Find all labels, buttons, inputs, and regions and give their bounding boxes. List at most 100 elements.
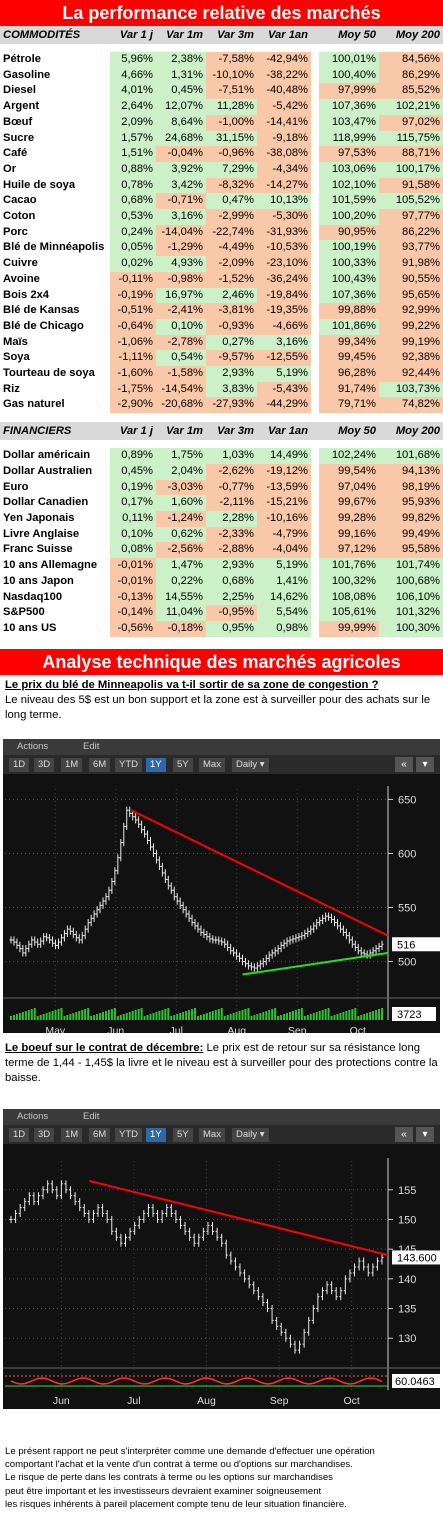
volume-bar — [75, 1011, 78, 1020]
range-button-1y[interactable]: 1Y — [146, 1127, 166, 1142]
range-button-ytd[interactable]: YTD — [115, 1127, 142, 1142]
table-cell: 0,95% — [206, 620, 257, 637]
range-button-1y[interactable]: 1Y — [146, 757, 166, 772]
cell-gap — [311, 573, 319, 590]
range-button-3d[interactable]: 3D — [34, 1127, 55, 1142]
table-row: Dollar américain 0,89% 1,75% 1,03% 14,49% 102… — [0, 448, 443, 464]
plot-background — [3, 773, 440, 1033]
table-cell: 99,67% — [319, 495, 379, 511]
menu-dropdown-icon[interactable]: ▾ — [416, 1126, 434, 1142]
cell-gap — [311, 448, 319, 464]
row-label: Dollar Australien — [0, 463, 110, 480]
range-button-5y[interactable]: 5Y — [173, 757, 193, 772]
row-label: Yen Japonais — [0, 510, 110, 527]
range-button-max[interactable]: Max — [199, 1127, 225, 1142]
range-button-6m[interactable]: 6M — [89, 1127, 111, 1142]
range-button-1d[interactable]: 1D — [9, 757, 30, 772]
range-button-6m[interactable]: 6M — [89, 757, 111, 772]
table-row: Dollar Canadien 0,17% 1,60% -2,11% -15,21% 99… — [0, 495, 443, 511]
table-cell: -0,14% — [110, 605, 156, 621]
table-cell: 2,04% — [156, 463, 206, 480]
volume-bar — [336, 1013, 339, 1020]
table-row: Blé de Chicago -0,64% 0,10% -0,93% -4,66% 101… — [0, 318, 443, 335]
table-cell: -27,93% — [206, 397, 257, 414]
volume-bar — [15, 1013, 18, 1020]
table-cell: -5,42% — [257, 99, 311, 115]
table-cell: -2,41% — [156, 303, 206, 319]
cell-gap — [311, 495, 319, 511]
cell-gap — [311, 256, 319, 272]
volume-bar — [57, 1008, 60, 1020]
spacer-row — [0, 440, 443, 449]
menu-dropdown-icon[interactable]: ▾ — [416, 756, 434, 772]
interval-dropdown[interactable]: Daily ▾ — [232, 757, 269, 772]
volume-bar — [45, 1012, 48, 1020]
volume-bar — [69, 1013, 72, 1020]
cell-gap — [311, 193, 319, 210]
volume-bar — [131, 1010, 134, 1020]
table-cell: -2,11% — [206, 495, 257, 511]
table-row: Argent 2,64% 12,07% 11,28% -5,42% 107,36% 102,… — [0, 99, 443, 115]
x-tick-label: Jul — [127, 1395, 140, 1407]
edit-menu[interactable]: Edit — [83, 1110, 100, 1122]
table-cell: 4,66% — [110, 67, 156, 84]
range-button-1m[interactable]: 1M — [61, 757, 83, 772]
collapse-button[interactable]: « — [395, 756, 413, 772]
x-tick-label: Sep — [270, 1395, 289, 1407]
range-button-3d[interactable]: 3D — [34, 757, 55, 772]
actions-menu[interactable]: Actions — [17, 1110, 49, 1122]
table-cell: 0,45% — [110, 463, 156, 480]
volume-bar — [30, 1008, 33, 1020]
collapse-button[interactable]: « — [395, 1126, 413, 1142]
y-tick-label: 600 — [398, 848, 416, 860]
table-cell: 0,10% — [156, 318, 206, 335]
table-row: Porc 0,24% -14,04% -22,74% -31,93% 90,95% 86,2… — [0, 224, 443, 241]
volume-bar — [176, 1013, 179, 1020]
range-button-ytd[interactable]: YTD — [115, 757, 142, 772]
cell-gap — [311, 209, 319, 225]
volume-bar — [182, 1011, 185, 1020]
last-price-label: 516 — [397, 939, 415, 951]
table-cell: 11,04% — [156, 605, 206, 621]
range-button-1d[interactable]: 1D — [9, 1127, 30, 1142]
indicator-label: 60.0463 — [395, 1376, 435, 1388]
range-button-5y[interactable]: 5Y — [173, 1127, 193, 1142]
volume-bar — [297, 1008, 300, 1020]
volume-bar — [63, 1015, 66, 1020]
table-cell: -9,57% — [206, 350, 257, 367]
cell-gap — [311, 397, 319, 414]
table-cell: 24,68% — [156, 130, 206, 147]
table-cell: 99,19% — [379, 334, 443, 351]
chart-menubar: Actions Edit — [3, 738, 440, 755]
table-cell: -2,09% — [206, 256, 257, 272]
cell-gap — [311, 114, 319, 131]
column-header: Var 1an — [257, 26, 311, 44]
table-cell: 0,24% — [110, 224, 156, 241]
table-cell: -4,49% — [206, 240, 257, 257]
volume-bar — [280, 1014, 283, 1020]
interval-dropdown[interactable]: Daily ▾ — [232, 1127, 269, 1142]
volume-bar — [351, 1008, 354, 1020]
table-cell: -0,13% — [110, 589, 156, 606]
volume-bar — [256, 1013, 259, 1020]
table-cell: -1,06% — [110, 334, 156, 351]
range-button-max[interactable]: Max — [199, 757, 225, 772]
table-row: Bœuf 2,09% 8,64% -1,00% -14,41% 103,47% 97,02% — [0, 114, 443, 131]
financials-heading: FINANCIERS — [0, 422, 110, 441]
table-cell: -44,29% — [257, 397, 311, 414]
table-cell: 3,16% — [156, 209, 206, 225]
table-cell: -2,33% — [206, 526, 257, 543]
edit-menu[interactable]: Edit — [83, 740, 100, 752]
column-header: Var 1 j — [110, 422, 156, 441]
volume-bar — [303, 1015, 306, 1020]
cell-gap — [311, 146, 319, 162]
volume-bar — [235, 1011, 238, 1020]
range-button-1m[interactable]: 1M — [61, 1127, 83, 1142]
table-cell: 95,58% — [379, 542, 443, 559]
table-cell: -3,81% — [206, 303, 257, 319]
actions-menu[interactable]: Actions — [17, 740, 49, 752]
table-cell: -0,18% — [156, 620, 206, 637]
volume-bar — [229, 1013, 232, 1020]
volume-bar — [90, 1015, 93, 1020]
volume-bar — [378, 1008, 381, 1020]
